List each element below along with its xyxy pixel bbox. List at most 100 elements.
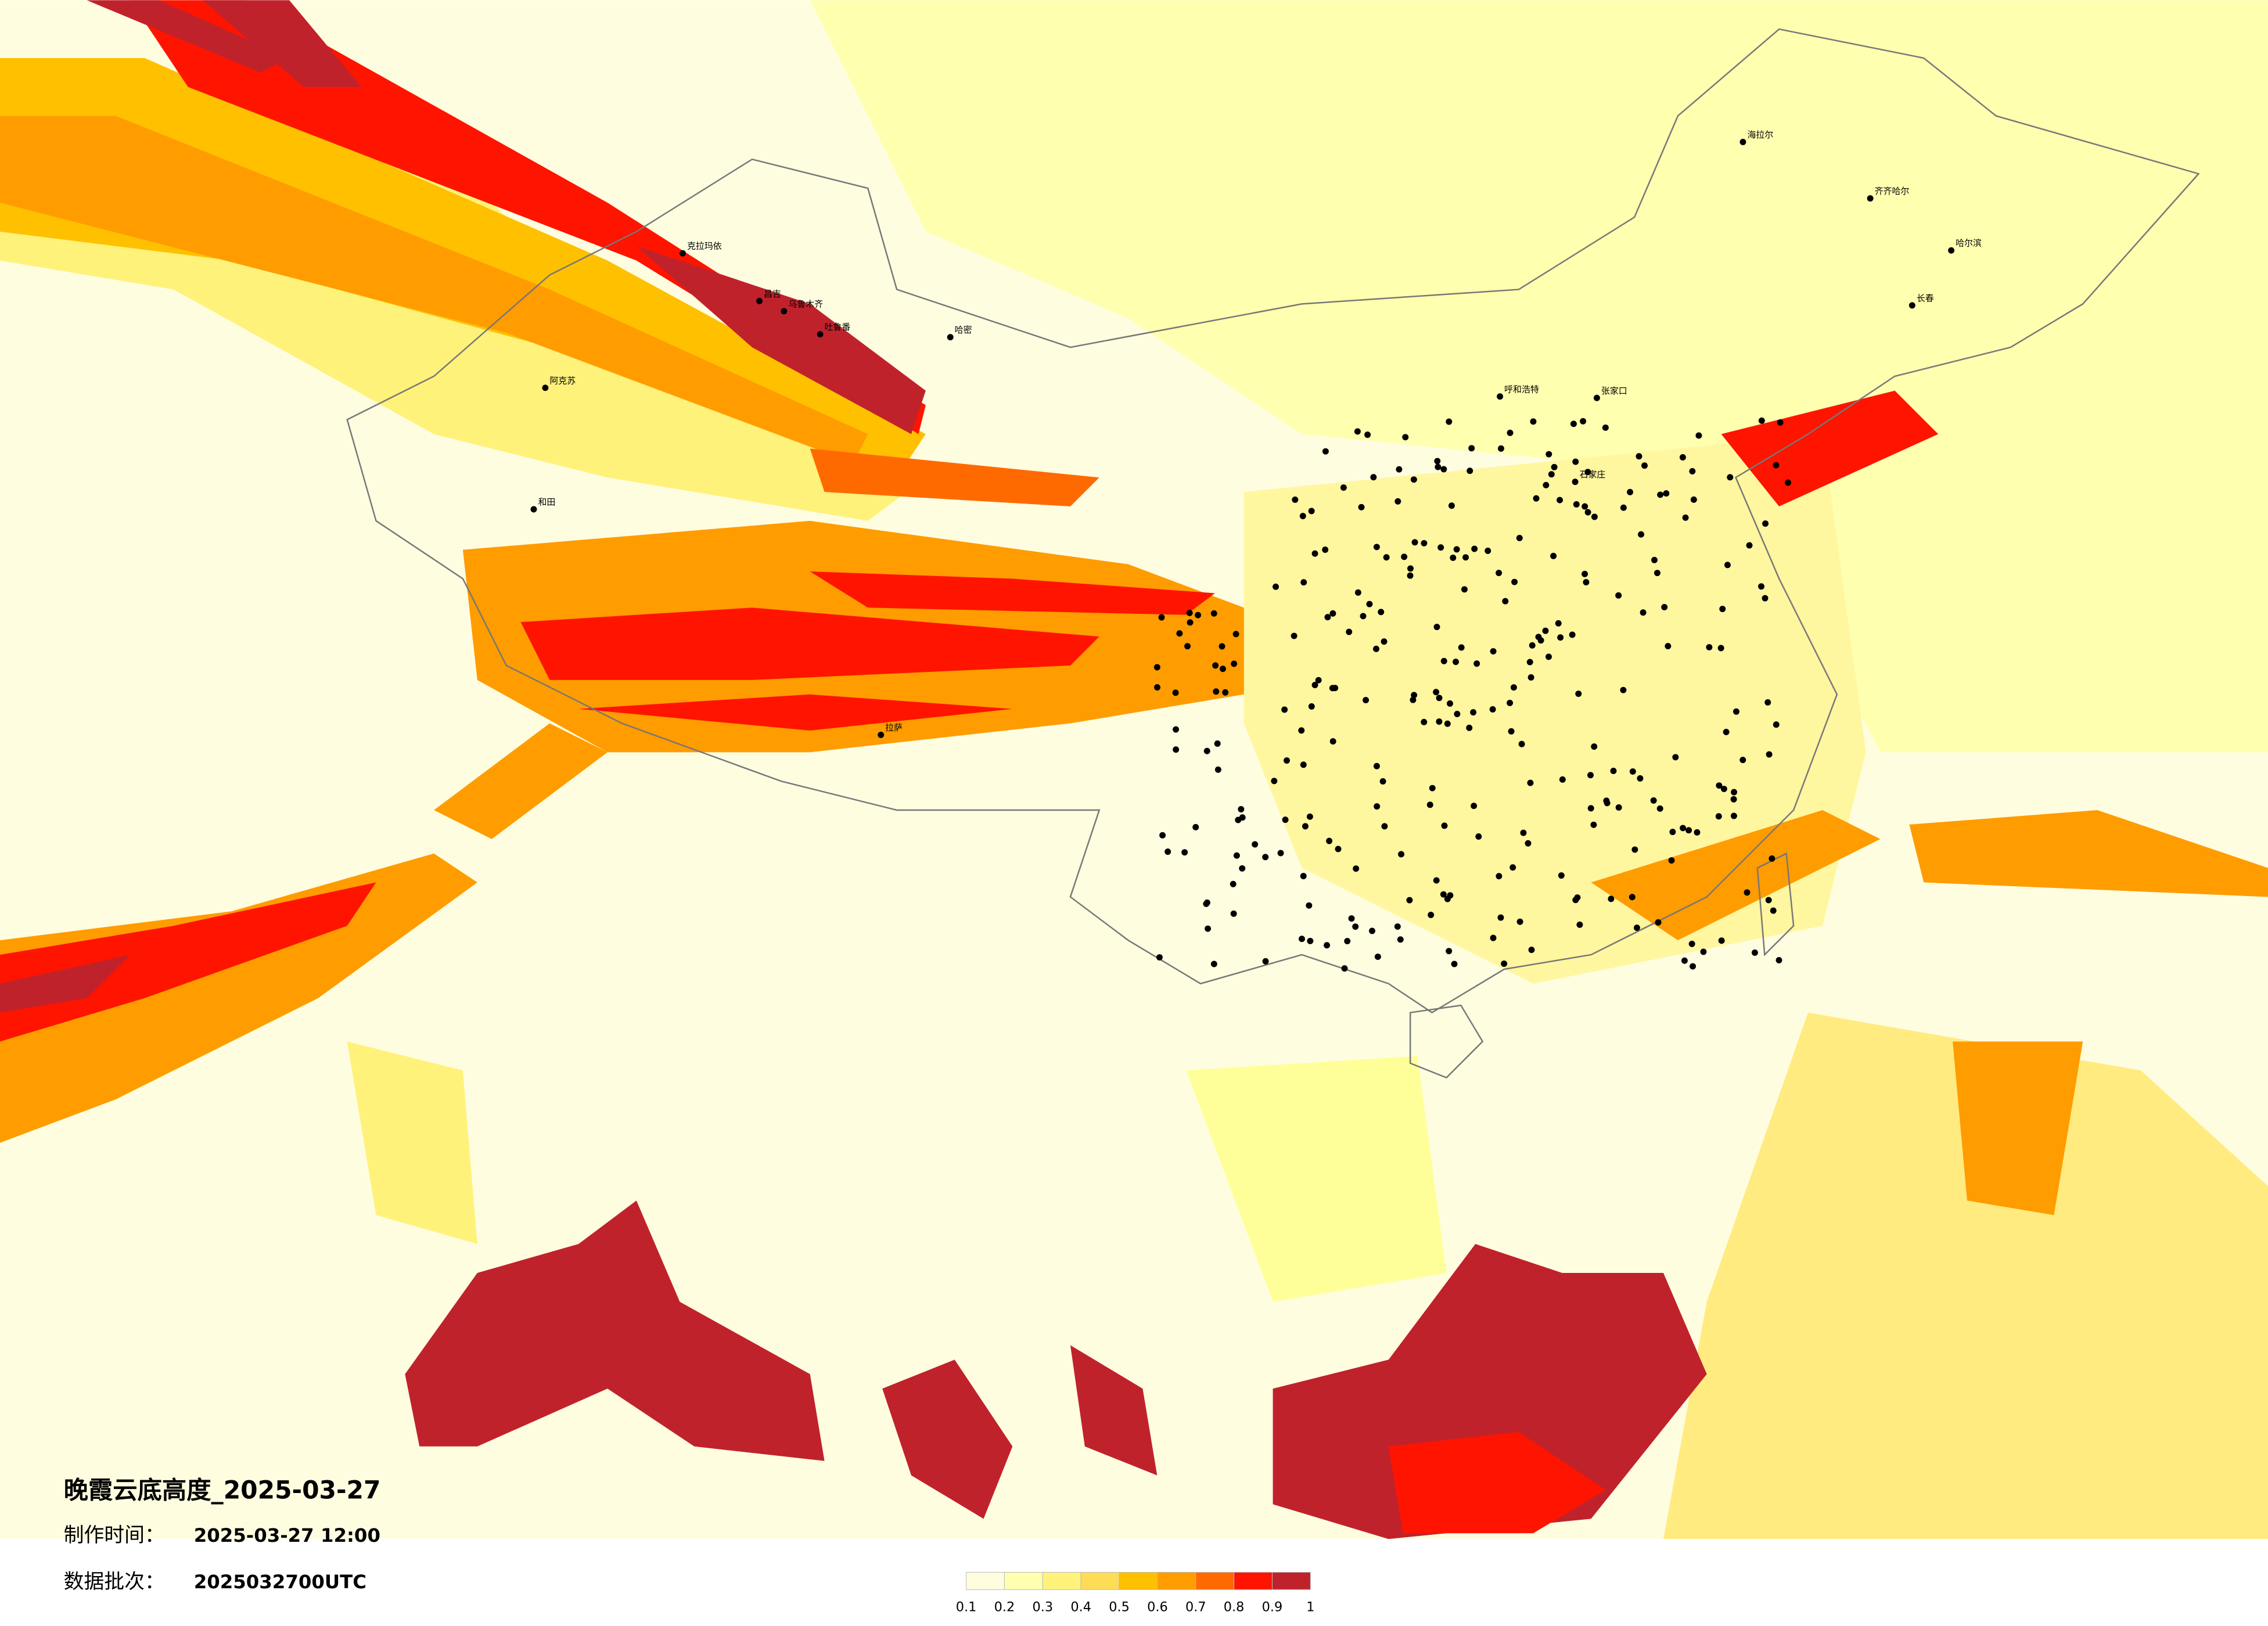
city-dot — [1727, 474, 1734, 481]
city-dot — [1654, 570, 1660, 577]
city-dot — [1411, 539, 1418, 546]
city-dot — [1731, 789, 1738, 796]
city-dot — [1502, 598, 1509, 605]
city-dot — [1507, 699, 1514, 706]
city-dot — [1690, 963, 1696, 970]
city-dot — [1773, 721, 1780, 728]
city-dot — [1366, 600, 1373, 607]
island-border — [1409, 852, 1795, 1079]
city-dot — [1277, 850, 1284, 857]
city-dot — [1485, 547, 1491, 554]
city-label: 和田 — [538, 497, 555, 508]
city-dot — [1509, 864, 1516, 871]
city-dot — [1948, 247, 1955, 254]
city-dot — [1203, 747, 1210, 754]
city-dot — [1406, 897, 1413, 904]
city-dot — [1435, 463, 1442, 470]
city-dot — [1299, 936, 1305, 942]
city-dot — [1383, 554, 1390, 561]
city-dot — [1300, 761, 1307, 768]
city-dot — [1739, 757, 1746, 764]
city-dot — [1363, 697, 1370, 704]
city-dot — [1437, 544, 1444, 551]
city-dots — [1153, 417, 1792, 972]
city-dot — [1637, 775, 1644, 782]
city-dot — [1407, 565, 1414, 572]
colorbar-swatch — [1234, 1571, 1273, 1590]
city-dot — [1212, 662, 1219, 669]
cloud-area — [0, 116, 868, 463]
city-dot — [1558, 872, 1565, 879]
city-dot — [1518, 740, 1525, 747]
city-dot — [1665, 643, 1672, 650]
city-dot — [1381, 823, 1388, 830]
city-dot — [1629, 768, 1636, 775]
city-dot — [1636, 453, 1642, 460]
city-dot — [1447, 700, 1453, 707]
city-dot — [1440, 657, 1447, 664]
city-dot — [1329, 610, 1336, 617]
city-dot — [1354, 428, 1361, 435]
city-dot — [1210, 610, 1217, 617]
city-dot — [1153, 664, 1160, 671]
cloud-area — [0, 882, 376, 1042]
city-dot — [1490, 934, 1497, 941]
city-dot — [878, 732, 885, 738]
city-dot — [1501, 960, 1508, 967]
city-dot — [1615, 804, 1622, 811]
city-dot — [1176, 630, 1183, 637]
city-dot — [1661, 603, 1668, 610]
city-dot — [1410, 696, 1417, 703]
city-dot — [1570, 420, 1577, 427]
city-dot — [1311, 550, 1318, 557]
city-dot — [1746, 542, 1753, 549]
city-dot — [1516, 534, 1523, 541]
city-dot — [1603, 797, 1610, 804]
city-dot — [1373, 544, 1380, 551]
city-dot — [1766, 751, 1773, 758]
city-dot — [1446, 948, 1453, 955]
city-dot — [1773, 462, 1780, 469]
city-dot — [1533, 495, 1540, 502]
city-dot — [1232, 631, 1239, 638]
city-dot — [1620, 686, 1627, 693]
city-dot — [1751, 949, 1758, 956]
city-dot — [1156, 954, 1163, 961]
colorbar-swatch — [1080, 1571, 1120, 1590]
city-dot — [1470, 709, 1477, 716]
city-dot — [1458, 644, 1465, 651]
city-dot — [1159, 832, 1166, 839]
city-dot — [1433, 689, 1440, 696]
cloud-area — [347, 1041, 477, 1244]
city-dot — [1322, 448, 1329, 455]
city-dot — [1299, 513, 1306, 520]
city-dot — [1545, 653, 1552, 660]
city-dot — [1466, 724, 1473, 731]
city-dot — [1575, 690, 1582, 697]
city-dot — [1397, 936, 1404, 943]
city-dot — [1715, 813, 1722, 820]
city-dot — [1657, 491, 1664, 498]
city-dot — [1785, 479, 1792, 486]
city-dot — [1508, 728, 1515, 735]
city-dot — [1572, 897, 1579, 904]
city-dot — [1410, 476, 1417, 483]
city-dot — [1569, 631, 1576, 638]
city-dot — [1394, 498, 1401, 505]
cloud-area — [0, 955, 131, 1013]
city-dot — [1446, 418, 1453, 425]
city-dot — [1379, 778, 1386, 785]
city-dot — [1733, 708, 1739, 715]
city-dot — [1651, 556, 1658, 563]
colorbar-swatch — [966, 1571, 1005, 1590]
city-dot — [1230, 880, 1237, 887]
city-dot — [1629, 894, 1636, 901]
city-dot — [1451, 961, 1458, 967]
city-dot — [1496, 873, 1503, 880]
city-dot — [1769, 855, 1775, 862]
city-dot — [1306, 813, 1313, 820]
city-dot — [1576, 921, 1583, 928]
city-dot — [1173, 746, 1180, 753]
city-dot — [1602, 424, 1609, 431]
city-dot — [817, 331, 824, 338]
